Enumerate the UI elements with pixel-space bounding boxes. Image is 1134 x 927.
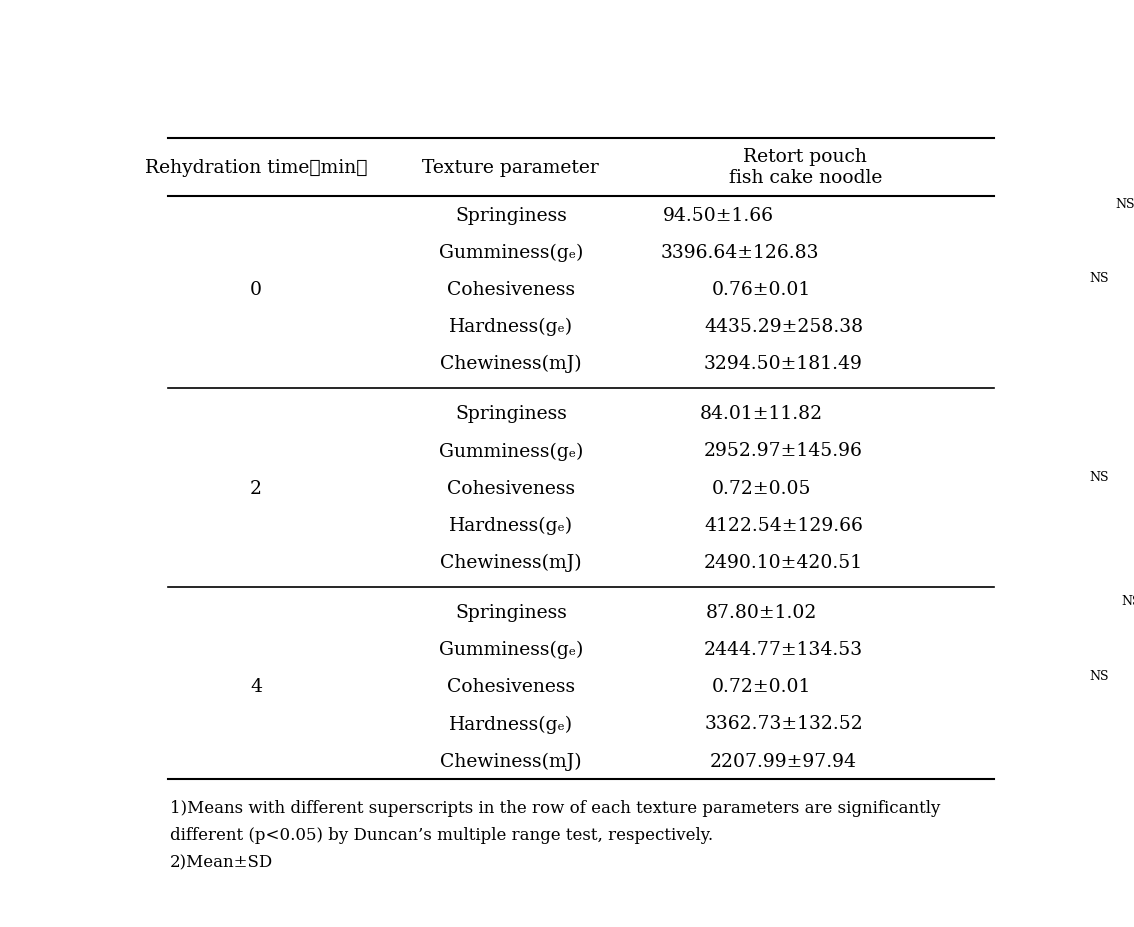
Text: 4122.54±129.66: 4122.54±129.66 <box>704 516 863 534</box>
Text: Gumminess(gₑ): Gumminess(gₑ) <box>439 244 583 261</box>
Text: 2444.77±134.53: 2444.77±134.53 <box>704 641 863 658</box>
Text: 94.50±1.66: 94.50±1.66 <box>662 207 773 224</box>
Text: 3294.50±181.49: 3294.50±181.49 <box>704 355 863 373</box>
Text: Gumminess(gₑ): Gumminess(gₑ) <box>439 641 583 658</box>
Text: 4435.29±258.38: 4435.29±258.38 <box>704 318 863 336</box>
Text: Chewiness(mJ): Chewiness(mJ) <box>440 553 582 571</box>
Text: Gumminess(gₑ): Gumminess(gₑ) <box>439 442 583 460</box>
Text: Springiness: Springiness <box>455 405 567 423</box>
Text: Cohesiveness: Cohesiveness <box>447 479 575 497</box>
Text: Springiness: Springiness <box>455 603 567 621</box>
Text: 1)Means with different superscripts in the row of each texture parameters are si: 1)Means with different superscripts in t… <box>170 799 940 817</box>
Text: NS1): NS1) <box>1116 197 1134 210</box>
Text: Springiness: Springiness <box>455 207 567 224</box>
Text: Chewiness(mJ): Chewiness(mJ) <box>440 355 582 373</box>
Text: NS: NS <box>1089 272 1109 285</box>
Text: 2)Mean±SD: 2)Mean±SD <box>170 854 273 870</box>
Text: 2952.97±145.96: 2952.97±145.96 <box>704 442 863 460</box>
Text: 87.80±1.02: 87.80±1.02 <box>706 603 818 621</box>
Text: 0.76±0.01: 0.76±0.01 <box>712 281 812 298</box>
Text: 3396.64±126.83: 3396.64±126.83 <box>661 244 819 261</box>
Text: NS: NS <box>1089 669 1109 682</box>
Text: Texture parameter: Texture parameter <box>423 159 599 177</box>
Text: Cohesiveness: Cohesiveness <box>447 678 575 695</box>
Text: Hardness(gₑ): Hardness(gₑ) <box>449 318 573 336</box>
Text: different (p<0.05) by Duncan’s multiple range test, respectively.: different (p<0.05) by Duncan’s multiple … <box>170 827 713 844</box>
Text: Cohesiveness: Cohesiveness <box>447 281 575 298</box>
Text: Hardness(gₑ): Hardness(gₑ) <box>449 516 573 534</box>
Text: 2490.10±420.51: 2490.10±420.51 <box>704 553 863 571</box>
Text: Retort pouch: Retort pouch <box>744 148 868 166</box>
Text: 84.01±11.82: 84.01±11.82 <box>700 405 823 423</box>
Text: 3362.73±132.52: 3362.73±132.52 <box>704 715 863 732</box>
Text: 2: 2 <box>249 479 262 497</box>
Text: Chewiness(mJ): Chewiness(mJ) <box>440 752 582 770</box>
Text: 0: 0 <box>249 281 262 298</box>
Text: Hardness(gₑ): Hardness(gₑ) <box>449 715 573 732</box>
Text: 0.72±0.05: 0.72±0.05 <box>712 479 812 497</box>
Text: NS: NS <box>1089 471 1109 484</box>
Text: 4: 4 <box>249 678 262 695</box>
Text: 2207.99±97.94: 2207.99±97.94 <box>710 752 857 769</box>
Text: 0.72±0.01: 0.72±0.01 <box>712 678 812 695</box>
Text: Rehydration time（min）: Rehydration time（min） <box>145 159 367 177</box>
Text: fish cake noodle: fish cake noodle <box>728 169 882 187</box>
Text: NS: NS <box>1122 595 1134 608</box>
